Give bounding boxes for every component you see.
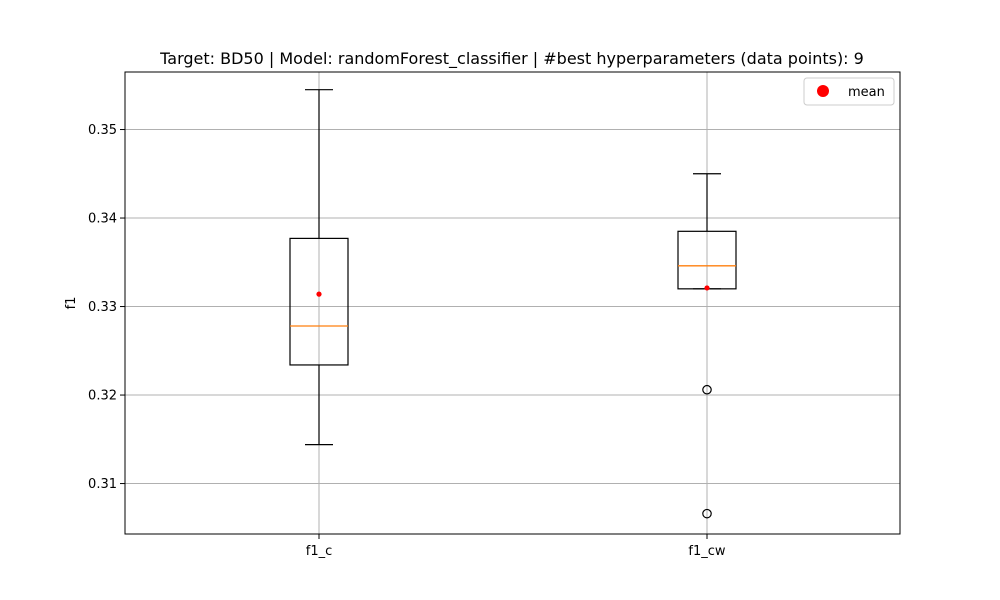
y-tick-label: 0.35 — [88, 123, 117, 138]
box-layer — [289, 89, 737, 519]
y-axis-label: f1 — [64, 297, 79, 310]
y-tick-label: 0.32 — [88, 389, 117, 404]
x-tick-label: f1_c — [306, 544, 333, 559]
legend-mean-marker — [817, 85, 829, 97]
y-tick-label: 0.31 — [88, 477, 117, 492]
plot-area-frame — [124, 71, 901, 535]
box-group-f1-c — [289, 89, 349, 446]
y-tick-label: 0.34 — [88, 212, 117, 227]
legend: mean — [803, 77, 895, 106]
outlier-point — [702, 384, 712, 395]
outlier-point — [702, 508, 712, 519]
box-iqr — [289, 237, 349, 366]
legend-frame — [803, 77, 895, 106]
grid-layer — [125, 72, 900, 534]
legend-mean-label: mean — [848, 85, 885, 100]
x-tick-label: f1_cw — [688, 544, 725, 559]
y-tick-label: 0.33 — [88, 300, 117, 315]
chart-title: Target: BD50 | Model: randomForest_class… — [159, 49, 864, 69]
axis-layer: 0.31 0.32 0.33 0.34 0.35 f1_c f1_cw — [88, 123, 726, 559]
box-group-f1-cw — [677, 173, 737, 519]
mean-point — [316, 291, 322, 297]
mean-point — [704, 285, 710, 291]
